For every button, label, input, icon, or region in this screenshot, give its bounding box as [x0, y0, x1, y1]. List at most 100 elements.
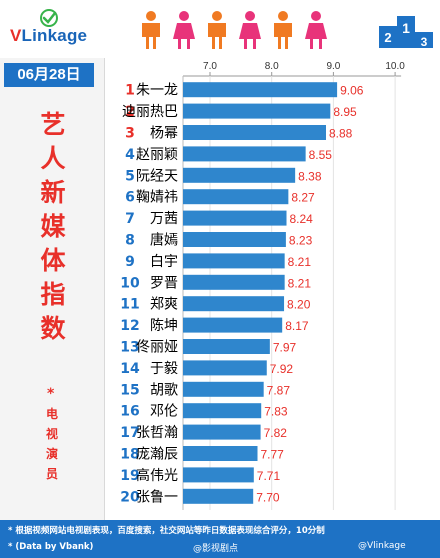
- bar: [183, 232, 286, 247]
- bar: [183, 488, 254, 504]
- bar: [183, 274, 285, 290]
- rank-label: 15: [120, 382, 139, 398]
- title-char: 数: [40, 314, 66, 343]
- footer-note: * 根据视频网站电视剧表现，百度搜索，社交网站等昨日数据表现综合评分，10分制: [8, 526, 325, 536]
- value-label: 8.24: [290, 212, 314, 226]
- person-icon: [208, 11, 226, 49]
- value-label: 8.21: [288, 255, 312, 269]
- rank-label: 9: [125, 254, 135, 270]
- logo-text: VLinkage: [10, 26, 87, 46]
- value-label: 7.77: [261, 448, 285, 462]
- value-label: 7.97: [273, 341, 297, 355]
- bar: [183, 296, 285, 312]
- rank-label: 12: [120, 318, 139, 334]
- name-label: 阮经天: [136, 168, 178, 184]
- bar: [183, 467, 254, 483]
- name-label: 邓伦: [150, 404, 178, 420]
- name-label: 鞠婧祎: [136, 190, 178, 206]
- rank-label: 4: [125, 147, 135, 163]
- title-char: 新: [40, 178, 66, 207]
- rank-label: 19: [120, 468, 139, 484]
- bar: [183, 403, 262, 419]
- value-label: 7.92: [270, 362, 294, 376]
- logo-word: Linkage: [21, 26, 88, 45]
- rank-label: 10: [120, 275, 140, 291]
- value-label: 8.20: [287, 298, 311, 312]
- name-label: 杨幂: [150, 126, 178, 142]
- rank-label: 2: [125, 104, 135, 120]
- svg-text:3: 3: [421, 35, 428, 48]
- x-tick-label: 8.0: [265, 61, 279, 72]
- name-label: 唐嫣: [150, 232, 178, 249]
- title-char: 指: [40, 280, 66, 309]
- svg-text:1: 1: [402, 20, 410, 36]
- person-icon: [239, 11, 261, 49]
- watermark-vlinkage: @Vlinkage: [358, 541, 406, 551]
- bar: [183, 253, 285, 269]
- footer-source: * (Data by Vbank): [8, 542, 94, 552]
- name-label: 朱一龙: [136, 83, 178, 99]
- value-label: 8.27: [291, 191, 315, 205]
- value-label: 7.83: [264, 405, 288, 419]
- vertical-subtitle: 电 视 演 员: [42, 404, 62, 484]
- title-char: 人: [40, 144, 66, 173]
- name-label: 张鲁一: [136, 489, 178, 505]
- value-label: 7.71: [257, 469, 281, 483]
- name-label: 万茜: [150, 211, 178, 227]
- name-label: 陈坤: [150, 317, 178, 334]
- rank-label: 8: [125, 233, 135, 249]
- value-label: 8.23: [289, 234, 313, 248]
- name-label: 迪丽热巴: [122, 104, 178, 120]
- name-label: 罗晋: [150, 275, 178, 291]
- name-label: 白宇: [150, 254, 178, 270]
- subtitle-char: 演: [45, 447, 58, 461]
- rank-label: 11: [120, 297, 139, 313]
- watermark-yingshijudian: @影视剧点: [193, 544, 239, 554]
- bar: [183, 381, 264, 397]
- x-tick-label: 9.0: [326, 61, 340, 72]
- rank-label: 16: [120, 404, 139, 420]
- subtitle-star: *: [47, 386, 55, 402]
- logo-check-icon: [40, 9, 58, 27]
- bar: [183, 146, 306, 162]
- subtitle-char: 员: [45, 467, 58, 481]
- rank-label: 7: [125, 211, 135, 227]
- people-icons: [142, 11, 327, 49]
- bar: [183, 446, 258, 461]
- name-label: 郑爽: [150, 297, 178, 313]
- bar: [183, 103, 331, 119]
- title-char: 艺: [40, 110, 66, 139]
- rank-label: 6: [125, 190, 135, 206]
- bar: [183, 317, 283, 333]
- title-char: 媒: [40, 212, 66, 241]
- bar: [183, 82, 338, 98]
- name-label: 张哲瀚: [136, 425, 178, 441]
- vlinkage-logo: VLinkage: [10, 8, 110, 48]
- value-label: 8.38: [298, 169, 322, 183]
- title-char: 体: [40, 246, 66, 275]
- value-label: 8.88: [329, 127, 353, 141]
- person-icon: [142, 11, 160, 49]
- value-label: 7.82: [264, 426, 288, 440]
- podium-icon: 2 1 3: [379, 16, 433, 48]
- subtitle-char: 视: [45, 427, 58, 441]
- name-label: 赵丽颖: [136, 147, 178, 163]
- vertical-title: 艺 人 新 媒 体 指 数: [38, 108, 68, 346]
- value-label: 8.55: [309, 148, 333, 162]
- rank-label: 5: [125, 168, 135, 184]
- svg-text:2: 2: [384, 30, 391, 45]
- person-icon: [173, 11, 195, 49]
- value-label: 8.95: [333, 105, 357, 119]
- person-icon: [305, 11, 327, 49]
- value-label: 8.17: [285, 319, 309, 333]
- rank-label: 13: [120, 340, 139, 356]
- rank-label: 1: [125, 83, 135, 99]
- rank-label: 14: [120, 361, 140, 377]
- footer: * 根据视频网站电视剧表现，百度搜索，社交网站等昨日数据表现综合评分，10分制 …: [0, 520, 440, 558]
- bar: [183, 339, 270, 354]
- x-tick-label: 10.0: [385, 61, 405, 72]
- logo-letter-v: V: [10, 26, 22, 45]
- name-label: 高伟光: [136, 467, 178, 484]
- rank-label: 20: [120, 489, 140, 505]
